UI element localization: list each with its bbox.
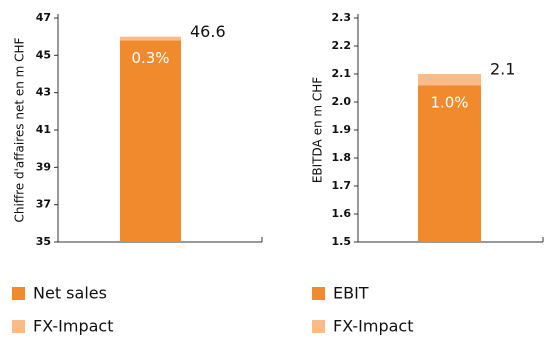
bar-segment — [418, 85, 481, 242]
legend-label: Net sales — [33, 284, 107, 303]
bar-segment — [120, 40, 181, 243]
y-tick-label: 45 — [36, 48, 51, 61]
y-tick-label: 1.8 — [332, 151, 352, 164]
y-tick-label: 1.5 — [332, 235, 352, 248]
y-tick-label: 2.0 — [332, 95, 352, 108]
legend-label: FX-Impact — [333, 317, 413, 336]
legend-swatch — [312, 287, 325, 300]
value-annotation: 46.6 — [190, 22, 226, 41]
y-tick-label: 2.3 — [332, 11, 352, 24]
legend-swatch — [12, 320, 25, 333]
y-tick-label: 39 — [36, 160, 51, 173]
legend-label: FX-Impact — [33, 317, 113, 336]
legend-swatch — [12, 287, 25, 300]
y-tick-label: 1.7 — [332, 179, 352, 192]
value-annotation: 2.1 — [490, 60, 515, 79]
y-tick-label: 35 — [36, 235, 51, 248]
y-tick-label: 2.2 — [332, 39, 352, 52]
y-tick-label: 1.9 — [332, 123, 352, 136]
legend-swatch — [312, 320, 325, 333]
y-tick-label: 47 — [36, 11, 51, 24]
y-axis-label: Chiffre d'affaires net en m CHF — [13, 37, 27, 222]
y-tick-label: 1.6 — [332, 207, 352, 220]
y-tick-label: 2.1 — [332, 67, 352, 80]
bar-annotation: 0.3% — [131, 49, 169, 67]
bar-segment — [418, 74, 481, 86]
y-tick-label: 43 — [36, 86, 51, 99]
y-axis-label: EBITDA en m CHF — [311, 77, 325, 183]
legend-label: EBIT — [333, 284, 369, 303]
y-tick-label: 41 — [36, 123, 51, 136]
bar-annotation: 1.0% — [430, 94, 468, 112]
bar-segment — [120, 36, 181, 41]
y-tick-label: 37 — [36, 198, 51, 211]
